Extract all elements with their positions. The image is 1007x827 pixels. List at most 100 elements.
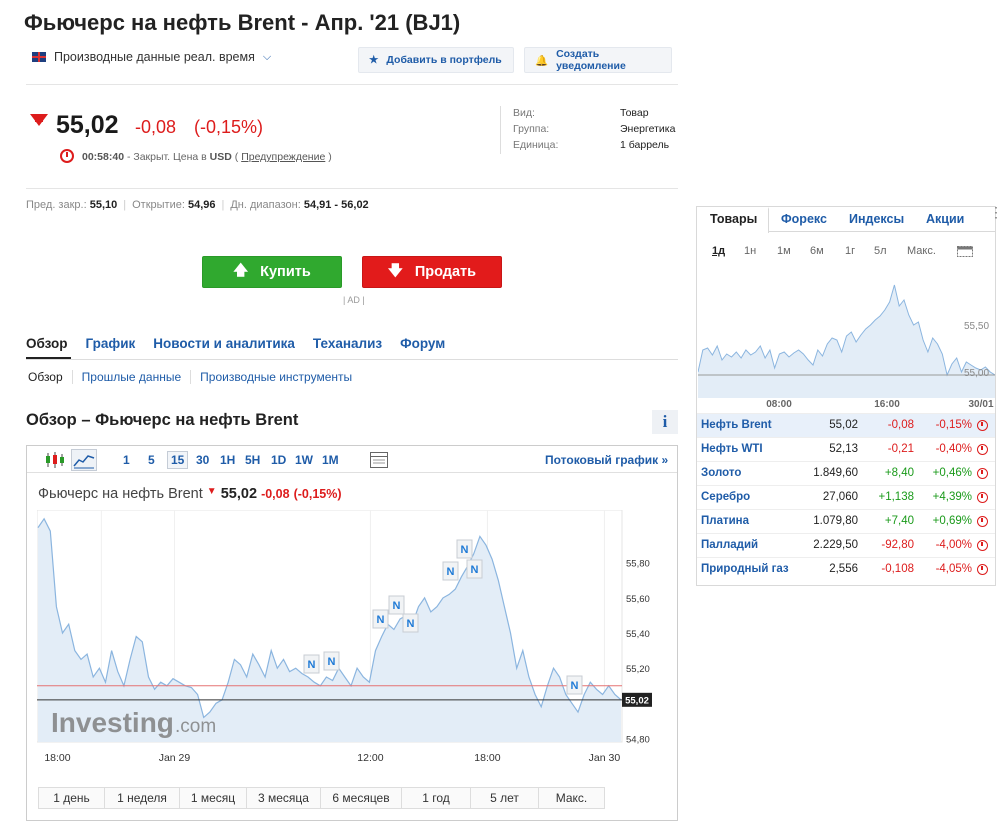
chart-price: 55,02 — [220, 486, 258, 502]
subtab-overview[interactable]: Обзор — [28, 370, 63, 384]
instrument-change: -0,108 — [881, 563, 914, 575]
info-icon[interactable]: i — [652, 410, 678, 434]
quote-row[interactable]: Нефть WTI 52,13 -0,21 -0,40% — [697, 437, 995, 461]
mini-period-5y[interactable]: 5л — [874, 245, 887, 257]
quote-row[interactable]: Золото 1.849,60 +8,40 +0,46% — [697, 461, 995, 485]
instrument-name[interactable]: Серебро — [701, 491, 751, 503]
tab-commodities[interactable]: Товары — [710, 212, 758, 226]
interval-1[interactable]: 1 — [123, 453, 130, 467]
sell-button[interactable]: 🡇 Продать — [362, 256, 502, 288]
mini-period-1m[interactable]: 1м — [777, 245, 791, 257]
quote-row[interactable]: Серебро 27,060 +1,138 +4,39% — [697, 485, 995, 509]
chevron-down-icon: ⌵ — [262, 50, 272, 63]
main-nav: Обзор График Новости и аналитика Теханал… — [26, 336, 445, 351]
tab-chart[interactable]: График — [85, 336, 136, 351]
interval-1w[interactable]: 1W — [295, 453, 313, 467]
y-tick-label: 55,40 — [626, 629, 650, 640]
svg-text:N: N — [377, 614, 385, 626]
buy-button[interactable]: 🡅 Купить — [202, 256, 342, 288]
period-button[interactable]: 1 неделя — [104, 787, 180, 809]
investing-watermark: Investing .com — [51, 707, 216, 738]
instrument-change: +8,40 — [884, 467, 914, 479]
period-button[interactable]: Макс. — [538, 787, 605, 809]
active-tab-bg — [697, 207, 769, 233]
mini-area-fill — [698, 285, 995, 398]
news-marker[interactable]: N — [372, 609, 389, 629]
interval-5h[interactable]: 5H — [245, 453, 261, 467]
open-label: Открытие: — [132, 199, 185, 211]
info-type-value: Товар — [620, 107, 649, 119]
news-marker[interactable]: N — [402, 613, 419, 633]
streaming-chart-link[interactable]: Потоковый график » — [545, 453, 669, 467]
period-button[interactable]: 5 лет — [470, 787, 539, 809]
subtab-derivatives[interactable]: Производные инструменты — [190, 370, 361, 384]
period-button[interactable]: 1 год — [401, 787, 471, 809]
news-marker[interactable]: N — [566, 675, 583, 695]
info-group-label: Группа: — [513, 123, 550, 135]
prev-close-value: 55,10 — [89, 199, 118, 211]
mini-period-6m[interactable]: 6м — [810, 245, 824, 257]
mini-period-1d[interactable]: 1д — [712, 245, 726, 257]
instrument-change-percent: -4,00% — [935, 539, 972, 551]
mini-chart[interactable]: 55,50 55,00 08:00 16:00 30/01 — [698, 280, 995, 412]
subtab-history[interactable]: Прошлые данные — [71, 370, 190, 384]
calendar-icon[interactable] — [369, 450, 389, 470]
news-marker[interactable]: N — [456, 539, 473, 559]
mini-period-1w[interactable]: 1н — [744, 245, 757, 257]
tab-stocks[interactable]: Акции — [926, 212, 965, 226]
candlestick-icon[interactable] — [44, 450, 66, 470]
interval-1h[interactable]: 1H — [220, 453, 236, 467]
more-icon[interactable]: ⋮ — [989, 204, 1003, 220]
news-marker[interactable]: N — [303, 654, 320, 674]
interval-15[interactable]: 15 — [167, 451, 189, 469]
interval-1m[interactable]: 1M — [322, 453, 339, 467]
area-chart-icon[interactable] — [71, 449, 97, 471]
instrument-name[interactable]: Золото — [701, 467, 742, 479]
quote-row[interactable]: Палладий 2.229,50 -92,80 -4,00% — [697, 533, 995, 557]
instrument-name[interactable]: Платина — [701, 515, 750, 527]
add-to-portfolio-button[interactable]: ★ Добавить в портфель — [358, 47, 514, 73]
interval-1d[interactable]: 1D — [271, 453, 287, 467]
price-line — [37, 517, 622, 719]
x-axis: 18:00 Jan 29 12:00 18:00 Jan 30 — [44, 752, 620, 764]
quote-row[interactable]: Нефть Brent 55,02 -0,08 -0,15% — [697, 413, 995, 437]
mini-x-label: 16:00 — [874, 399, 900, 410]
period-button[interactable]: 6 месяцев — [320, 787, 402, 809]
warning-link[interactable]: Предупреждение — [241, 151, 326, 163]
expand-icon[interactable] — [956, 244, 974, 258]
tab-overview[interactable]: Обзор — [26, 336, 68, 351]
quote-row[interactable]: Природный газ 2,556 -0,108 -4,05% — [697, 557, 995, 581]
instrument-name[interactable]: Нефть Brent — [701, 419, 772, 431]
instrument-name[interactable]: Природный газ — [701, 563, 789, 575]
quote-row[interactable]: Платина 1.079,80 +7,40 +0,69% — [697, 509, 995, 533]
instrument-name[interactable]: Палладий — [701, 539, 759, 551]
data-source-selector[interactable]: Производные данные реал. время ⌵ — [32, 50, 271, 64]
tab-forex[interactable]: Форекс — [781, 212, 827, 226]
period-button[interactable]: 3 месяца — [246, 787, 321, 809]
create-alert-label: Создать уведомление — [556, 48, 626, 72]
markets-tabs — [697, 207, 995, 232]
mini-period-max[interactable]: Макс. — [907, 245, 936, 257]
create-alert-button[interactable]: 🔔 Создать уведомление — [524, 47, 672, 73]
tab-forum[interactable]: Форум — [400, 336, 446, 351]
mini-period-1y[interactable]: 1г — [845, 245, 856, 257]
period-button[interactable]: 1 месяц — [179, 787, 247, 809]
instrument-value: 2.229,50 — [813, 539, 858, 551]
news-marker[interactable]: N — [466, 559, 483, 579]
instrument-name[interactable]: Нефть WTI — [701, 443, 763, 455]
interval-5[interactable]: 5 — [148, 453, 155, 467]
status-time: 00:58:40 — [82, 151, 125, 163]
interval-30[interactable]: 30 — [196, 453, 210, 467]
tab-indices[interactable]: Индексы — [849, 212, 905, 226]
clock-icon — [977, 444, 988, 455]
info-unit-value: 1 баррель — [620, 139, 670, 151]
down-arrow-icon: 🡇 — [387, 262, 403, 279]
clock-icon — [60, 149, 74, 163]
tab-technical[interactable]: Теханализ — [312, 336, 383, 351]
news-marker[interactable]: N — [388, 595, 405, 615]
news-marker[interactable]: N — [323, 651, 340, 671]
period-button[interactable]: 1 день — [38, 787, 105, 809]
tab-news[interactable]: Новости и аналитика — [153, 336, 295, 351]
news-marker[interactable]: N — [442, 561, 459, 581]
